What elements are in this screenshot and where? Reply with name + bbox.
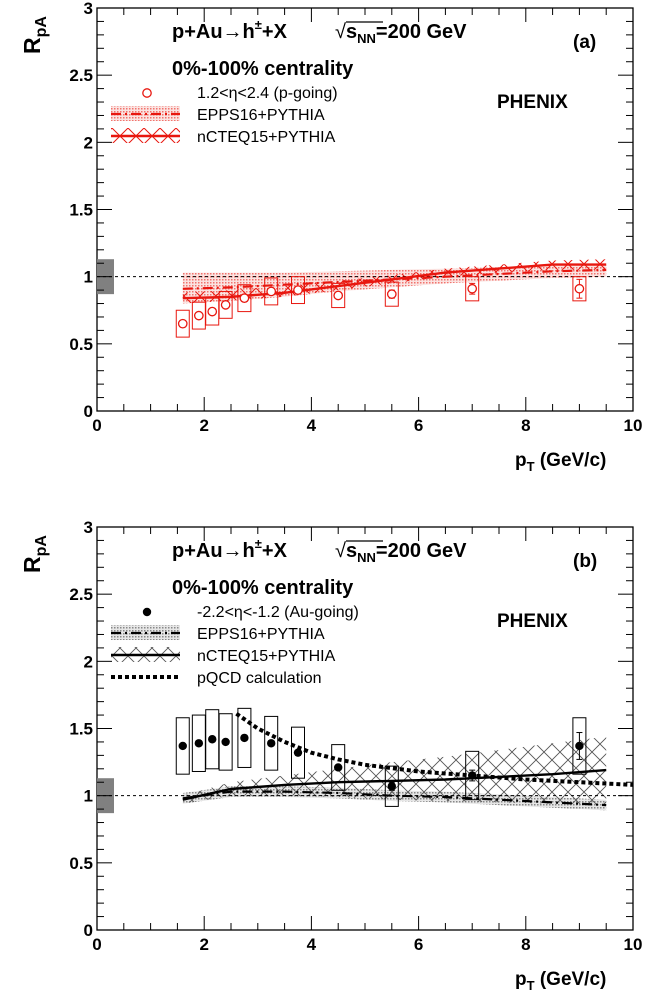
systematic-box: [384, 281, 399, 307]
systematic-box: [175, 309, 190, 338]
systematic-box: [291, 276, 305, 305]
y-tick-label: 3: [84, 0, 93, 18]
y-tick-label: 1.5: [69, 720, 93, 739]
data-point: [293, 748, 303, 757]
data-point: [220, 300, 231, 310]
y-tick-label: 2: [84, 133, 93, 152]
systematic-box: [237, 707, 252, 768]
plot-area: [97, 707, 633, 811]
ncteq15-band: [182, 736, 607, 806]
data-point: [386, 289, 397, 299]
systematic-box: [264, 715, 279, 771]
ncteq15-line: [182, 768, 607, 801]
y-tick-label: 1: [84, 268, 93, 287]
title-centrality: 0%-100% centrality: [172, 577, 354, 599]
x-tick-label: 0: [92, 935, 101, 954]
data-point: [575, 741, 584, 751]
y-tick-label: 0: [84, 921, 93, 940]
data-point: [193, 310, 204, 321]
ncteq15-line: [182, 263, 607, 300]
legend-label-data: 1.2<η<2.4 (p-going): [197, 85, 338, 102]
data-point: [221, 737, 230, 747]
data-point: [239, 293, 250, 304]
legend-label-data: -2.2<η<-1.2 (Au-going): [197, 604, 359, 621]
title-reaction: p+Au→h±+X: [172, 536, 288, 562]
x-tick-label: 4: [307, 935, 317, 954]
x-tick-label: 10: [624, 416, 643, 435]
x-tick-label: 8: [521, 935, 530, 954]
x-tick-label: 10: [624, 935, 643, 954]
y-tick-label: 2: [84, 652, 93, 671]
energy-label: √sNN=200 GeV: [335, 540, 467, 565]
title-reaction: p+Au→h±+X: [172, 17, 288, 43]
data-point: [240, 733, 249, 743]
x-axis-label: pT (GeV/c): [515, 969, 606, 993]
energy-label: √sNN=200 GeV: [335, 21, 467, 46]
panel-label: (b): [573, 551, 597, 572]
systematic-box: [218, 713, 233, 771]
systematic-box: [237, 284, 252, 313]
y-tick-label: 0.5: [69, 335, 93, 354]
systematic-box: [465, 276, 480, 302]
systematic-box: [384, 765, 399, 807]
title-centrality: 0%-100% centrality: [172, 58, 354, 80]
data-point: [194, 739, 204, 748]
x-tick-label: 2: [199, 416, 208, 435]
data-point: [574, 283, 585, 294]
systematic-box: [264, 277, 279, 306]
legend-marker-data: [142, 88, 152, 98]
y-tick-label: 0: [84, 402, 93, 421]
systematic-box: [572, 717, 587, 775]
data-point: [266, 286, 277, 297]
pqcd-line: [235, 712, 633, 787]
data-point: [467, 283, 478, 294]
data-point: [207, 306, 218, 317]
x-tick-label: 8: [521, 416, 530, 435]
systematic-box: [465, 750, 480, 801]
data-point: [333, 290, 344, 301]
data-point: [267, 739, 276, 748]
x-tick-label: 4: [307, 416, 317, 435]
data-point: [468, 771, 477, 780]
systematic-box: [331, 744, 346, 791]
systematic-box: [331, 282, 346, 309]
systematic-box: [175, 717, 190, 775]
x-tick-label: 2: [199, 935, 208, 954]
panel-a: 0 2 4 6 8 10 0 0.5 1 1.5 2 2.5 3 pT (GeV/c) RpA p+Au→h±…: [19, 0, 642, 474]
y-axis-label: RpA: [19, 16, 50, 54]
legend-label-ncteq15: nCTEQ15+PYTHIA: [197, 129, 336, 146]
experiment-label: PHENIX: [497, 92, 568, 113]
data-point: [177, 318, 188, 329]
data-point: [387, 782, 396, 791]
y-tick-label: 0.5: [69, 854, 93, 873]
y-tick-label: 3: [84, 518, 93, 537]
x-tick-label: 0: [92, 416, 101, 435]
x-axis-label: pT (GeV/c): [515, 450, 606, 474]
data-point: [293, 285, 303, 295]
y-axis-label: RpA: [19, 535, 50, 573]
data-point: [178, 741, 187, 751]
data-point: [334, 763, 343, 772]
legend-marker-data: [142, 607, 152, 617]
y-tick-label: 1: [84, 787, 93, 806]
x-tick-label: 6: [414, 416, 423, 435]
legend-label-epps16: EPPS16+PYTHIA: [197, 626, 325, 643]
plot-area: [97, 259, 633, 338]
systematic-box: [218, 290, 233, 319]
y-tick-label: 2.5: [69, 66, 93, 85]
legend-label-pqcd: pQCD calculation: [197, 670, 322, 687]
panel-b: 0 2 4 6 8 10 0 0.5 1 1.5 2 2.5 3 pT (GeV/c) RpA p+Au→h±…: [19, 518, 642, 993]
panel-label: (a): [573, 32, 596, 53]
systematic-box: [572, 276, 587, 302]
legend-label-epps16: EPPS16+PYTHIA: [197, 107, 325, 124]
x-tick-label: 6: [414, 935, 423, 954]
y-tick-label: 1.5: [69, 201, 93, 220]
legend-label-ncteq15: nCTEQ15+PYTHIA: [197, 648, 336, 665]
y-tick-label: 2.5: [69, 585, 93, 604]
experiment-label: PHENIX: [497, 611, 568, 632]
data-point: [208, 735, 217, 744]
systematic-box: [291, 726, 305, 779]
epps16-line: [182, 790, 607, 807]
